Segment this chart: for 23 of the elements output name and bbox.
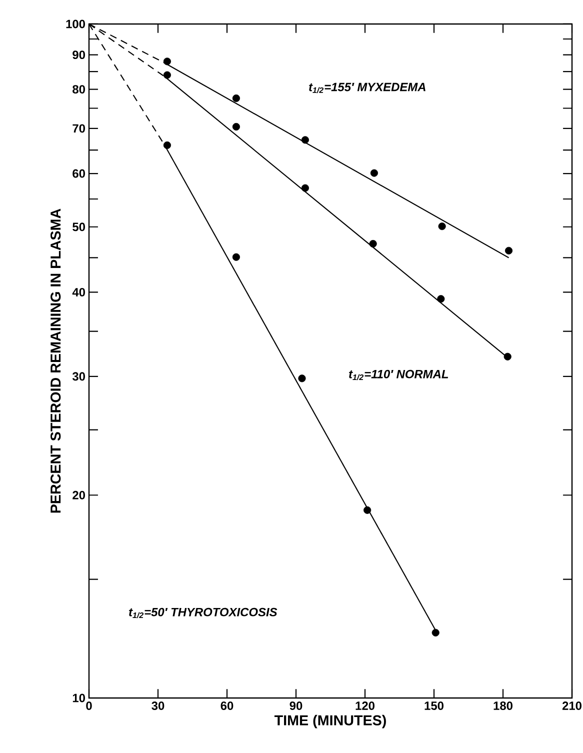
y-tick-label: 100 xyxy=(66,20,85,28)
y-tick-label: 10 xyxy=(72,694,85,702)
y-tick-label: 20 xyxy=(72,490,85,500)
y-tick-label: 60 xyxy=(72,169,85,178)
x-tick-label: 210 xyxy=(562,702,582,710)
annotation: t$_{1/2}$=155′ MYXEDEMA xyxy=(309,82,426,94)
x-tick-label: 30 xyxy=(152,702,164,710)
annotation: t$_{1/2}$=50′ THYROTOXICOSIS xyxy=(129,608,278,618)
y-tick-label: 90 xyxy=(72,50,85,60)
annotation: t$_{1/2}$=110′ NORMAL xyxy=(349,370,448,380)
x-tick-label: 120 xyxy=(356,702,374,710)
y-tick-label: 80 xyxy=(72,85,85,94)
x-tick-label: 60 xyxy=(220,702,234,710)
x-tick-label: 180 xyxy=(494,702,512,710)
y-tick-label: 40 xyxy=(72,288,85,296)
y-axis-title: PERCENT STEROID REMAINING IN PLASMA xyxy=(50,208,61,513)
y-tick-label: 70 xyxy=(72,124,85,133)
x-tick-label: 150 xyxy=(424,702,444,710)
y-tick-label: 30 xyxy=(72,372,85,381)
x-tick-label: 0 xyxy=(86,702,92,710)
y-tick-label: 50 xyxy=(72,222,85,232)
x-axis-title: TIME (MINUTES) xyxy=(274,714,386,728)
x-tick-label: 90 xyxy=(290,702,302,710)
